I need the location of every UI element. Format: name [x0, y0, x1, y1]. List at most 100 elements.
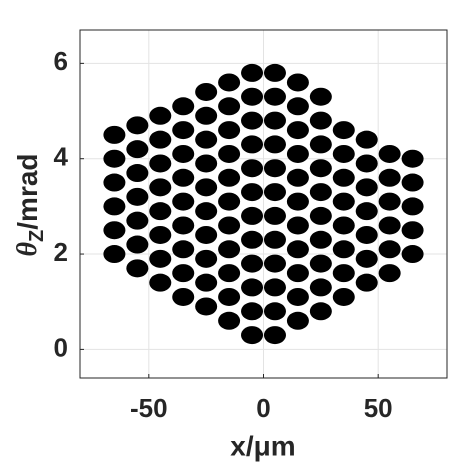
point — [241, 230, 264, 249]
point — [309, 159, 332, 178]
point — [263, 63, 286, 82]
point — [286, 73, 309, 92]
point — [126, 164, 149, 183]
point — [218, 240, 241, 259]
point — [126, 259, 149, 278]
point — [241, 326, 264, 345]
point — [355, 130, 378, 149]
point — [309, 111, 332, 130]
point — [218, 73, 241, 92]
point — [401, 149, 424, 168]
point — [263, 254, 286, 273]
point — [218, 287, 241, 306]
point — [195, 273, 218, 292]
point — [263, 206, 286, 225]
point — [263, 159, 286, 178]
point — [126, 211, 149, 230]
points — [103, 63, 424, 345]
point — [309, 135, 332, 154]
x-axis-label: x/μm — [230, 430, 295, 461]
point — [241, 111, 264, 130]
point — [263, 302, 286, 321]
point — [103, 197, 126, 216]
grid — [80, 30, 447, 378]
y-label-unit: /mrad — [12, 153, 43, 229]
point — [286, 168, 309, 187]
point — [195, 225, 218, 244]
point — [263, 278, 286, 297]
point — [218, 216, 241, 235]
point — [103, 221, 126, 240]
y-label-subscript: Z — [26, 230, 48, 242]
point — [241, 87, 264, 106]
point — [332, 144, 355, 163]
point — [218, 192, 241, 211]
y-tick-label: 2 — [54, 237, 68, 267]
point — [195, 249, 218, 268]
point — [241, 254, 264, 273]
point — [103, 245, 126, 264]
point — [378, 192, 401, 211]
point — [355, 178, 378, 197]
point — [218, 97, 241, 116]
point — [218, 144, 241, 163]
point — [355, 273, 378, 292]
y-tick-label: 4 — [54, 142, 69, 172]
point — [309, 87, 332, 106]
point — [332, 216, 355, 235]
point — [126, 116, 149, 135]
point — [149, 225, 172, 244]
point — [263, 183, 286, 202]
point — [149, 249, 172, 268]
point — [286, 144, 309, 163]
point — [286, 287, 309, 306]
y-tick-label: 6 — [54, 46, 68, 76]
point — [263, 111, 286, 130]
point — [149, 130, 172, 149]
point — [149, 273, 172, 292]
point — [286, 192, 309, 211]
point — [149, 178, 172, 197]
point — [126, 235, 149, 254]
point — [286, 240, 309, 259]
point — [401, 245, 424, 264]
point — [263, 87, 286, 106]
point — [401, 173, 424, 192]
x-tick-label: 0 — [256, 393, 270, 423]
point — [241, 302, 264, 321]
point — [309, 278, 332, 297]
y-label-symbol: θ — [12, 242, 43, 257]
point — [378, 240, 401, 259]
point — [195, 82, 218, 101]
point — [195, 106, 218, 125]
point — [172, 240, 195, 259]
point — [332, 121, 355, 140]
point — [126, 187, 149, 206]
point — [195, 130, 218, 149]
point — [241, 135, 264, 154]
point — [263, 230, 286, 249]
point — [355, 202, 378, 221]
point — [309, 183, 332, 202]
point — [355, 225, 378, 244]
point — [309, 230, 332, 249]
point — [103, 149, 126, 168]
point — [149, 202, 172, 221]
point — [378, 168, 401, 187]
x-tick-label: -50 — [130, 393, 168, 423]
point — [172, 264, 195, 283]
point — [172, 97, 195, 116]
point — [309, 302, 332, 321]
point — [218, 264, 241, 283]
point — [378, 216, 401, 235]
point — [103, 173, 126, 192]
point — [332, 168, 355, 187]
point — [218, 121, 241, 140]
y-axis-label: θZ/mrad — [12, 153, 48, 256]
point — [172, 216, 195, 235]
point — [332, 264, 355, 283]
point — [172, 121, 195, 140]
point — [401, 197, 424, 216]
point — [332, 287, 355, 306]
